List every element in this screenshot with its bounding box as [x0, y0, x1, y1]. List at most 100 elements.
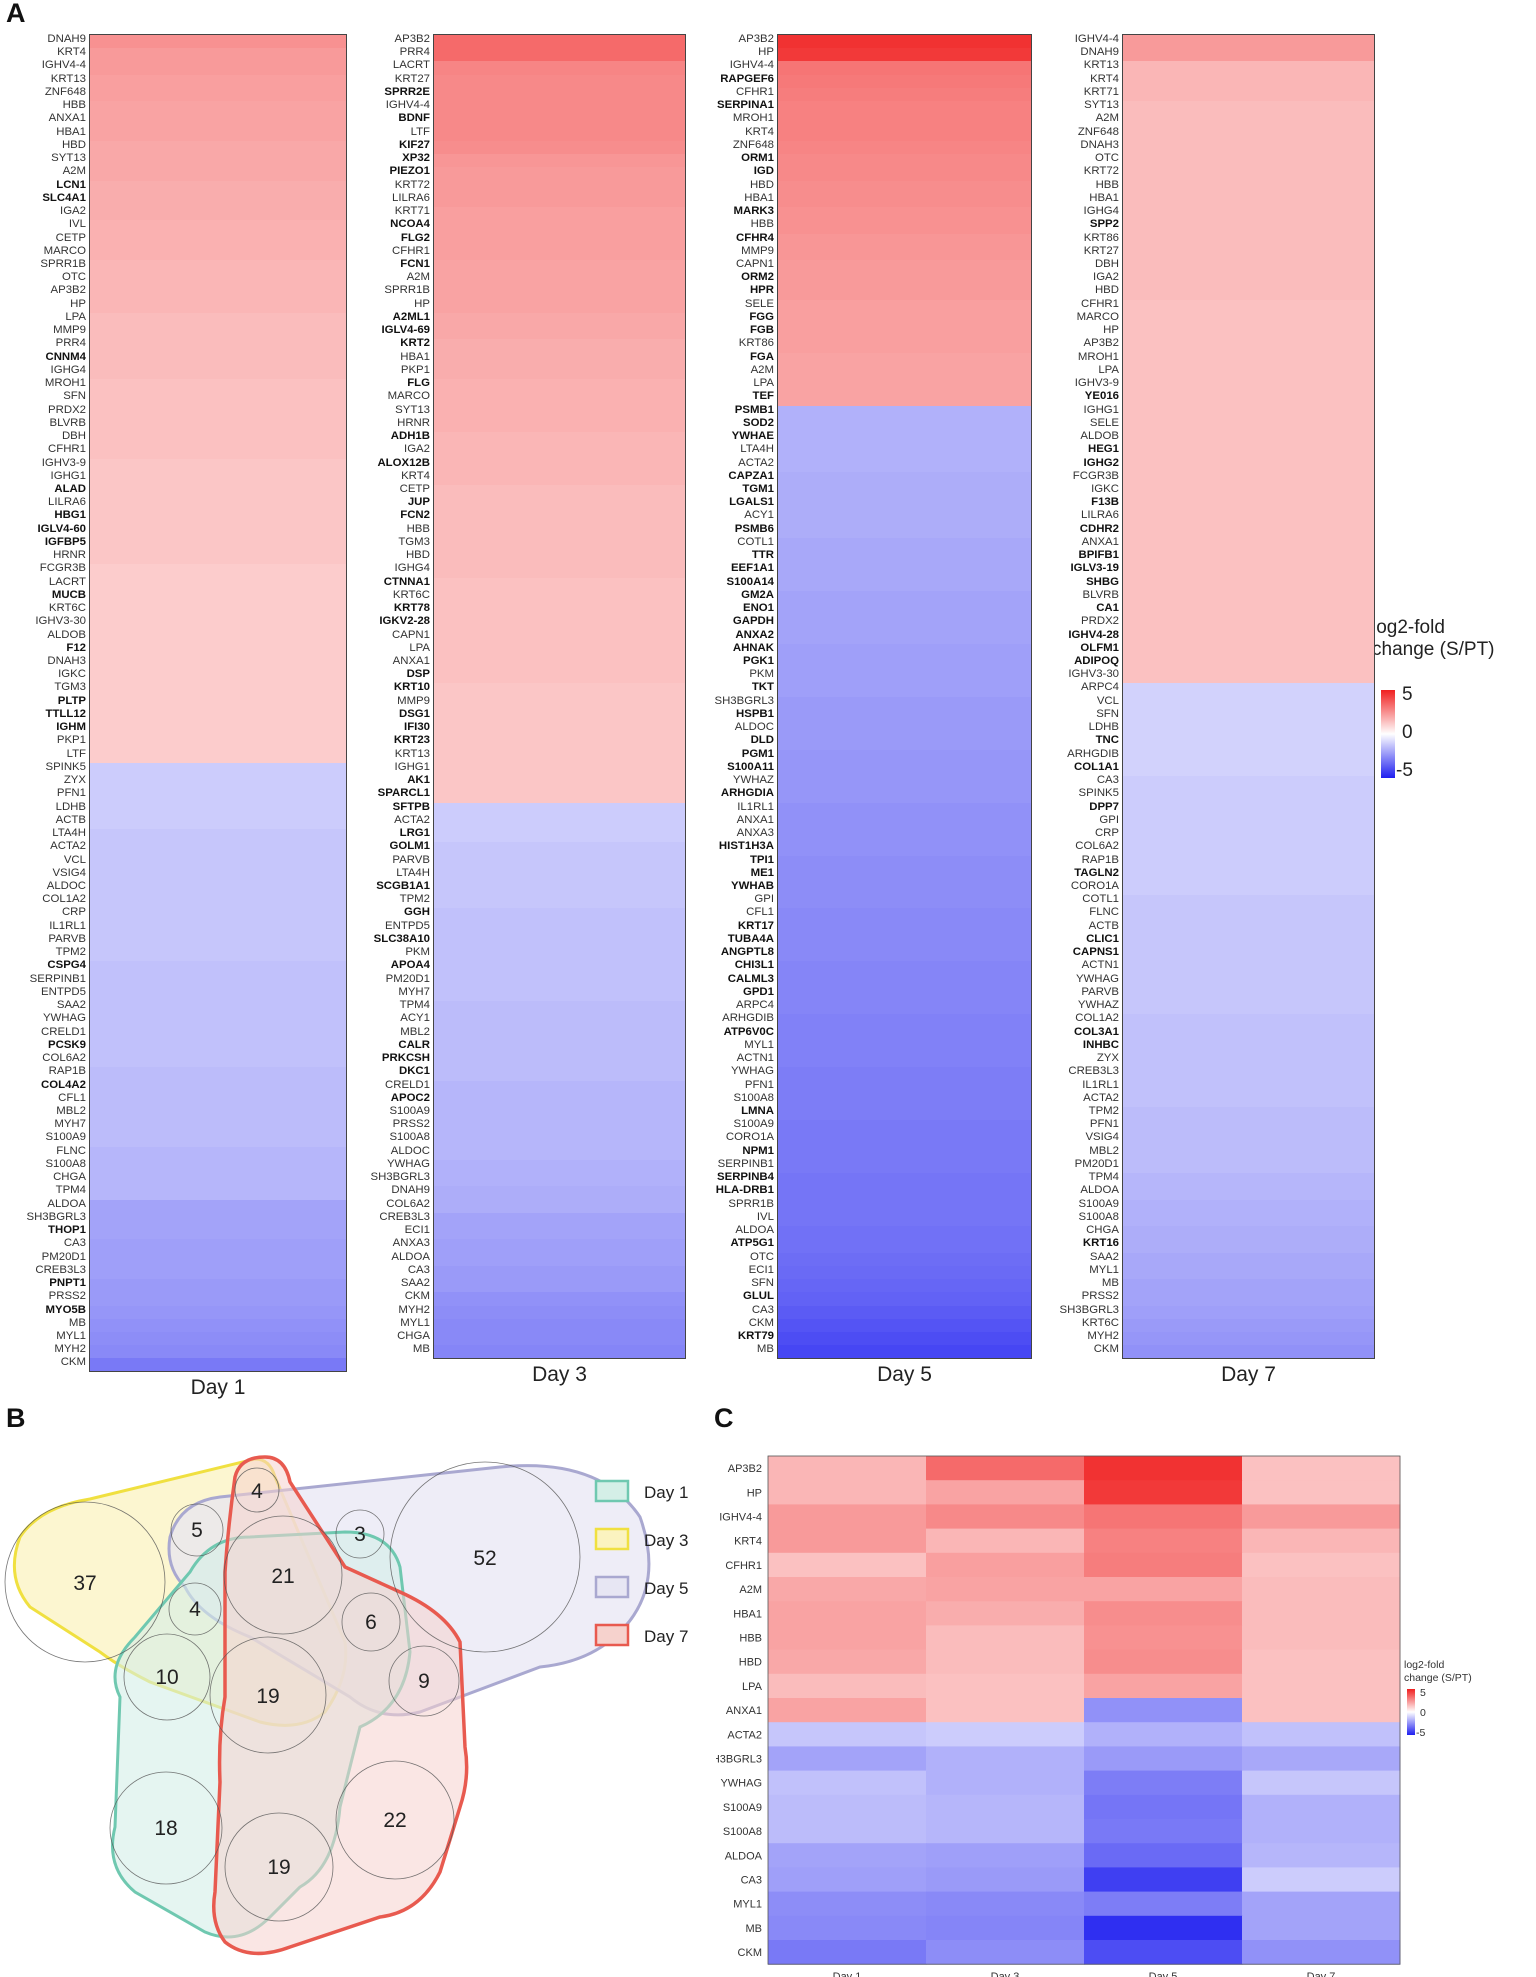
heatmap-cell	[90, 471, 346, 485]
gene-label: HSPB1	[736, 707, 774, 720]
heatmap-cell-MB-1	[768, 1915, 927, 1941]
venn-circle-d3-d5	[170, 1503, 224, 1557]
heatmap-cell	[1123, 48, 1374, 62]
heatmap-legend-title-1: log2-fold	[1404, 1659, 1444, 1671]
heatmap-cell	[90, 882, 346, 896]
gene-label: MARCO	[1076, 310, 1119, 323]
gene-label: LACRT	[392, 59, 430, 72]
gene-label: CA3	[63, 1237, 86, 1250]
gene-label: SELE	[744, 297, 774, 310]
heatmap-cell	[778, 1358, 1031, 1359]
heatmap-row-label: S100A8	[723, 1826, 762, 1838]
heatmap-cell	[90, 180, 346, 194]
gene-label: COL1A2	[1075, 1012, 1119, 1025]
gene-label: KRT6C	[392, 588, 430, 601]
heatmap-cell	[434, 1054, 685, 1068]
gene-label: MBL2	[400, 1025, 430, 1038]
heatmap-cell	[1123, 193, 1374, 208]
heatmap-cell	[90, 1040, 346, 1055]
heatmap-cell	[90, 445, 346, 459]
gene-label: SERPINA1	[717, 99, 774, 112]
gene-label: OTC	[1094, 152, 1119, 165]
heatmap-cell	[434, 511, 685, 525]
heatmap-cell	[434, 815, 685, 830]
gene-label: HBB	[1095, 178, 1119, 191]
heatmap-cell	[1123, 1093, 1374, 1107]
heatmap-cell	[778, 1001, 1031, 1015]
gene-label: HRNR	[397, 416, 430, 429]
heatmap-cell	[90, 259, 346, 274]
gene-label: HBB	[750, 218, 774, 231]
heatmap-cell	[90, 418, 346, 433]
heatmap-cell	[90, 87, 346, 102]
gene-label: HBD	[405, 549, 430, 562]
heatmap-cell-AP3B2-4	[1242, 1456, 1401, 1481]
heatmap-cell-LPA-4	[1242, 1673, 1401, 1699]
gene-label: F12	[66, 641, 86, 654]
heatmap-cell	[434, 736, 685, 750]
gene-label: TUBA4A	[727, 932, 774, 945]
heatmap-cell	[778, 432, 1031, 446]
gene-label: HPR	[749, 284, 774, 297]
heatmap-cell	[1123, 961, 1374, 975]
gene-label: LILRA6	[48, 496, 86, 509]
gene-label: CREB3L3	[35, 1263, 86, 1276]
heatmap-cell	[1123, 379, 1374, 393]
heatmap-cell	[778, 921, 1031, 935]
heatmap-cell-HBB-1	[768, 1625, 927, 1651]
gene-label: IGLV4-69	[381, 324, 430, 337]
gene-label: ORM2	[741, 271, 774, 284]
heatmap-cell	[90, 524, 346, 538]
heatmap-cell	[778, 48, 1031, 62]
gene-label: SLC4A1	[42, 191, 86, 204]
gene-label: ANXA3	[736, 827, 774, 840]
heatmap-cell	[434, 1040, 685, 1055]
heatmap-cell	[434, 220, 685, 234]
heatmap-cell	[434, 1173, 685, 1187]
gene-label: SOD2	[742, 416, 774, 429]
gene-label: IGHG4	[50, 363, 86, 376]
heatmap-cell	[1123, 1014, 1374, 1028]
gene-label: TPI1	[749, 853, 774, 866]
gene-label: LACRT	[48, 575, 86, 588]
heatmap-cell	[90, 908, 346, 922]
heatmap-strip-2	[433, 34, 686, 1359]
gene-label: TTLL12	[45, 707, 86, 720]
heatmap-cell-HBD-2	[926, 1649, 1085, 1675]
gene-label: MYH2	[1087, 1329, 1119, 1342]
heatmap-cell	[434, 590, 685, 605]
gene-label: IGKC	[58, 668, 86, 681]
heatmap-cell	[434, 1146, 685, 1160]
heatmap-cell-ANXA1-4	[1242, 1698, 1401, 1723]
heatmap-cell	[90, 1146, 346, 1160]
heatmap-cell	[90, 312, 346, 327]
gene-label: ACTA2	[1083, 1091, 1119, 1104]
heatmap-cell-A2M-2	[926, 1577, 1085, 1602]
heatmap-cell	[1123, 114, 1374, 128]
gene-label: LPA	[65, 310, 86, 323]
gene-label: CETP	[55, 231, 86, 244]
heatmap-cell-S100A9-1	[768, 1794, 927, 1820]
legend-tick-mid: 0	[1402, 722, 1413, 743]
heatmap-cell	[778, 339, 1031, 353]
heatmap-cell	[1123, 471, 1374, 485]
heatmap-cell	[90, 127, 346, 141]
heatmap-cell	[90, 1054, 346, 1068]
heatmap-cell	[434, 1345, 685, 1358]
heatmap-cell-MB-3	[1084, 1915, 1243, 1941]
gene-label: CA1	[1096, 602, 1119, 615]
gene-label: KRT86	[1083, 231, 1119, 244]
heatmap-cell-ACTA2-1	[768, 1722, 927, 1747]
venn-circle-d1-d3	[123, 1633, 211, 1721]
gene-label: GPD1	[742, 985, 774, 998]
heatmap-cell-LPA-3	[1084, 1673, 1243, 1699]
gene-label: CFHR4	[736, 231, 774, 244]
gene-label: KRT71	[394, 205, 430, 218]
heatmap-cell-HP-3	[1084, 1480, 1243, 1505]
heatmap-cell-SH3BGRL3-2	[926, 1746, 1085, 1772]
gene-label: LTA4H	[52, 827, 86, 840]
gene-label: OLFM1	[1080, 641, 1119, 654]
heatmap-cell	[1123, 1054, 1374, 1068]
venn-circle-only-day3	[4, 1501, 166, 1663]
heatmap-cell	[434, 379, 685, 393]
